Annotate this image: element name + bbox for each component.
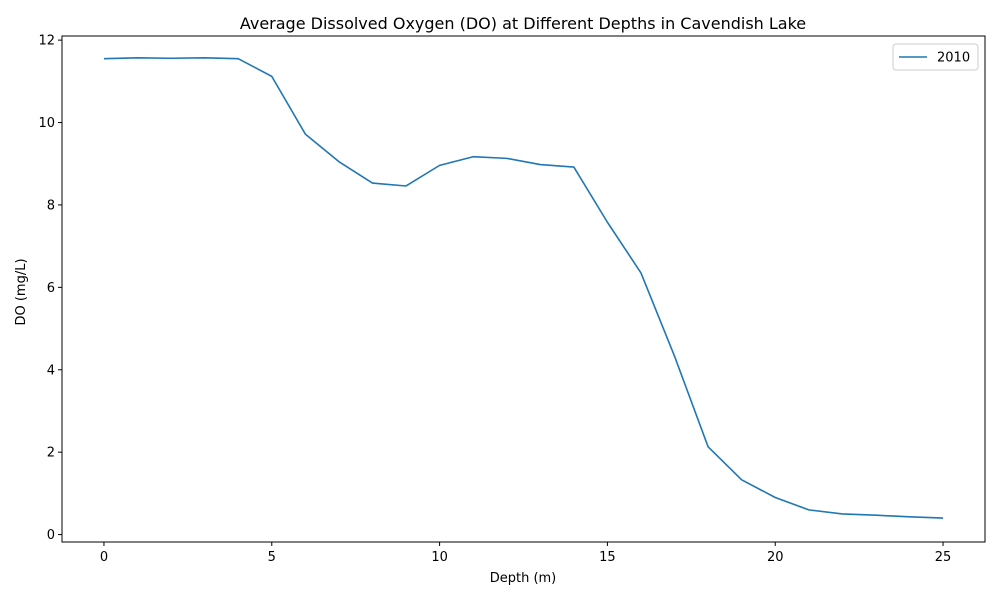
y-tick-label: 10 [38,116,55,131]
x-axis-label: Depth (m) [490,571,557,586]
x-tick-label: 15 [599,550,616,565]
x-tick-label: 5 [268,550,276,565]
legend-entry: 2010 [937,51,970,66]
x-tick-label: 0 [100,550,108,565]
y-tick-label: 2 [47,446,55,461]
y-axis-label: DO (mg/L) [14,258,29,325]
legend: 2010 [892,43,979,71]
chart-title: Average Dissolved Oxygen (DO) at Differe… [240,14,806,33]
x-tick-label: 25 [935,550,952,565]
y-tick-label: 0 [47,528,55,543]
y-tick-label: 12 [38,34,55,49]
y-tick-label: 8 [47,198,55,213]
y-tick-label: 4 [47,363,55,378]
y-tick-label: 6 [47,281,55,296]
legend-box [892,43,979,71]
axes-frame [61,35,986,543]
series-line-2010 [103,57,944,519]
plot-area: 0 5 10 15 20 25 0 2 4 6 8 10 12 [38,34,986,565]
x-tick-label: 10 [431,550,448,565]
x-tick-label: 20 [767,550,784,565]
